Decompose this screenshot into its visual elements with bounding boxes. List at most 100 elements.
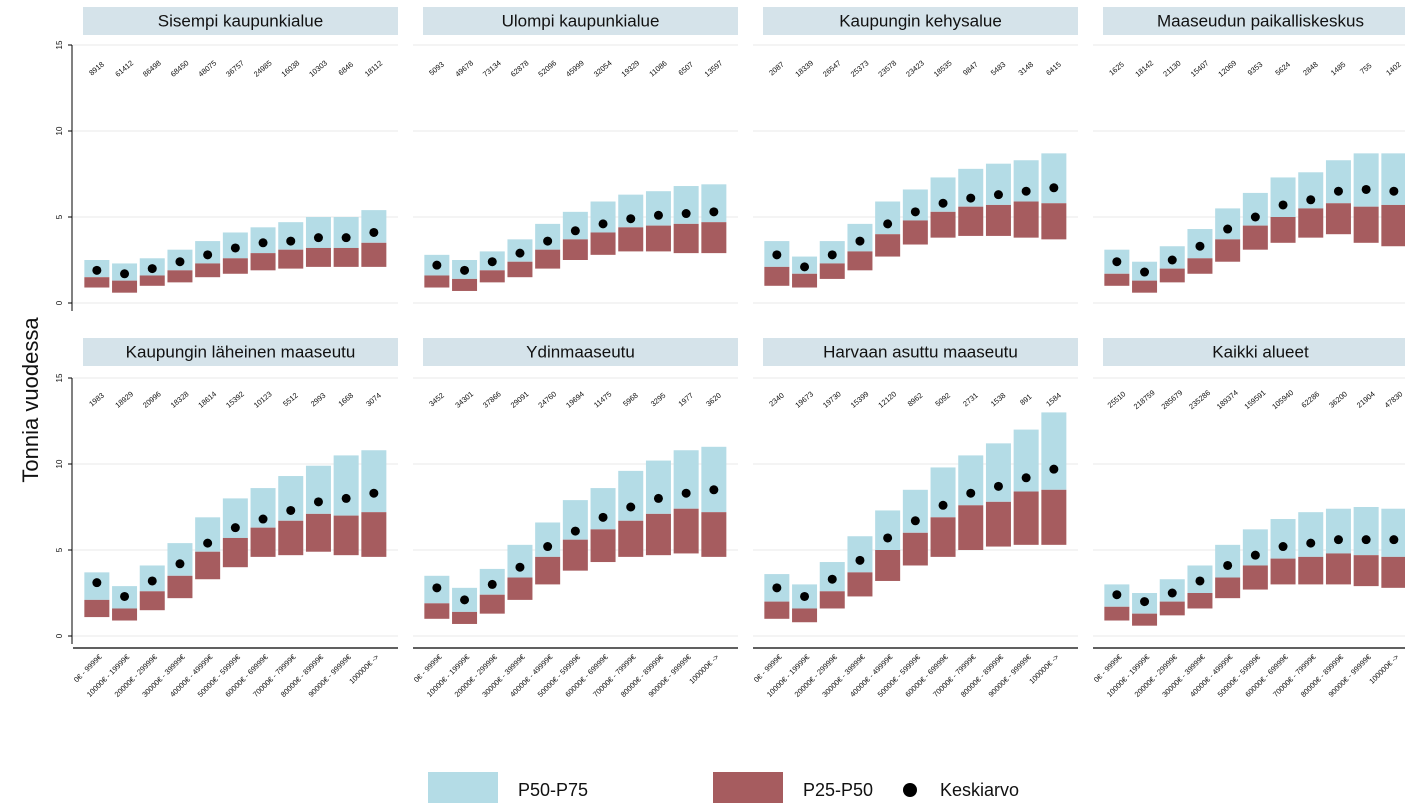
bar-p50-p75	[847, 536, 873, 573]
bar-p25-p50	[84, 599, 110, 618]
bar-p25-p50	[1159, 601, 1185, 616]
mean-dot	[487, 579, 497, 589]
count-label: 5092	[933, 391, 952, 409]
mean-dot	[709, 485, 719, 495]
count-label: 2340	[767, 391, 786, 409]
mean-dot	[626, 502, 636, 512]
count-label: 3295	[649, 391, 668, 409]
mean-dot	[1333, 186, 1343, 196]
mean-dot	[598, 512, 608, 522]
bar-p25-p50	[562, 239, 588, 260]
count-label: 10123	[252, 389, 274, 409]
count-label: 18929	[113, 389, 135, 409]
bar-p25-p50	[452, 611, 478, 624]
mean-dot	[1167, 588, 1177, 598]
mean-dot	[598, 219, 608, 229]
mean-dot	[515, 562, 525, 572]
bar-p25-p50	[645, 225, 671, 252]
count-label: 11086	[647, 59, 668, 79]
mean-dot	[681, 209, 691, 219]
bar-p50-p75	[902, 489, 928, 533]
bar-p25-p50	[535, 556, 561, 585]
mean-dot	[626, 214, 636, 224]
bar-p25-p50	[673, 223, 699, 254]
bar-p50-p75	[673, 450, 699, 509]
mean-dot	[570, 226, 580, 236]
count-label: 1485	[1329, 60, 1348, 78]
bar-p25-p50	[305, 513, 331, 552]
count-label: 15399	[849, 389, 871, 409]
bar-p50-p75	[1242, 529, 1268, 566]
count-label: 19329	[620, 58, 642, 78]
x-tick-label: 100000€ ->	[687, 652, 721, 686]
count-label: 6415	[1044, 60, 1063, 78]
mean-dot	[1223, 224, 1233, 234]
mean-dot	[487, 257, 497, 267]
count-label: 47830	[1383, 389, 1405, 409]
panel-header	[423, 7, 738, 35]
count-label: 36200	[1327, 389, 1349, 409]
count-label: 218759	[1132, 388, 1157, 411]
bar-p25-p50	[819, 591, 845, 609]
count-label: 15392	[224, 389, 246, 409]
mean-dot	[709, 207, 719, 217]
x-tick-label: 100000€ ->	[1367, 652, 1401, 686]
mean-dot	[1361, 184, 1371, 194]
bar-p50-p75	[645, 191, 671, 226]
bar-p25-p50	[1242, 225, 1268, 250]
bar-p25-p50	[958, 505, 984, 550]
bar-p25-p50	[618, 520, 644, 557]
bar-p50-p75	[1270, 177, 1296, 217]
bar-p50-p75	[618, 470, 644, 521]
bar-p25-p50	[875, 550, 901, 581]
bar-p50-p75	[590, 488, 616, 530]
x-tick-label: 100000€ ->	[347, 652, 381, 686]
bar-p25-p50	[1270, 217, 1296, 243]
count-label: 755	[1358, 61, 1373, 76]
count-label: 11475	[592, 390, 613, 410]
bar-p25-p50	[590, 232, 616, 255]
mean-dot	[1389, 535, 1399, 545]
bar-p50-p75	[361, 210, 387, 243]
x-tick-label: 100000€ ->	[1027, 652, 1061, 686]
bar-p50-p75	[701, 184, 727, 223]
count-label: 19673	[793, 389, 815, 409]
legend-label: Keskiarvo	[940, 780, 1019, 800]
panel-header	[83, 7, 398, 35]
panel-title: Kaupungin kehysalue	[839, 11, 1002, 30]
bar-p25-p50	[1187, 258, 1213, 274]
y-tick-label: 0	[55, 300, 64, 305]
bar-p25-p50	[618, 227, 644, 252]
mean-dot	[258, 514, 268, 524]
count-label: 13597	[703, 58, 725, 78]
bar-p25-p50	[424, 275, 450, 288]
y-tick-label: 0	[55, 633, 64, 638]
mean-dot	[1223, 560, 1233, 570]
bar-p25-p50	[507, 577, 533, 600]
legend-swatch	[903, 783, 917, 797]
count-label: 1584	[1044, 391, 1063, 409]
bar-p50-p75	[1381, 153, 1405, 205]
bar-p25-p50	[1187, 593, 1213, 609]
mean-dot	[1021, 186, 1031, 196]
count-label: 5624	[1273, 60, 1292, 78]
legend-label: P50-P75	[518, 780, 588, 800]
count-label: 1668	[337, 391, 356, 409]
bar-p25-p50	[792, 273, 818, 288]
mean-dot	[938, 500, 948, 510]
bar-p50-p75	[333, 217, 359, 248]
count-label: 9847	[961, 60, 980, 78]
mean-dot	[1195, 576, 1205, 586]
bar-p50-p75	[875, 201, 901, 235]
count-label: 37866	[481, 389, 503, 409]
mean-dot	[147, 576, 157, 586]
mean-dot	[910, 516, 920, 526]
count-label: 2993	[309, 391, 328, 409]
bar-p25-p50	[562, 539, 588, 571]
bar-p50-p75	[1353, 153, 1379, 207]
bar-p25-p50	[701, 222, 727, 254]
bar-p50-p75	[673, 186, 699, 224]
bar-p25-p50	[1132, 613, 1158, 626]
bar-p25-p50	[1159, 268, 1185, 283]
panel-title: Ulompi kaupunkialue	[502, 11, 660, 30]
